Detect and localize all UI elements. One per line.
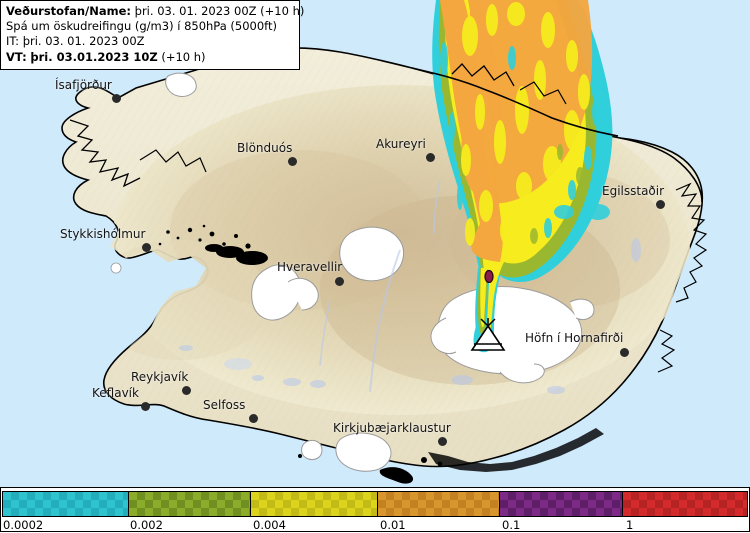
rivers-and-lakes — [179, 179, 641, 394]
ash-plume — [432, 0, 613, 353]
seg-0.0002[interactable] — [3, 492, 129, 516]
iceland-map-svg — [61, 0, 708, 484]
info-name-label: Veðurstofan/Name: — [6, 4, 131, 18]
info-vt-suffix: (+10 h) — [161, 49, 206, 64]
seg-0.1[interactable] — [499, 492, 624, 516]
glaciers — [110, 72, 595, 472]
legend-tick: 0.004 — [253, 518, 286, 532]
east-fjords-detail — [657, 182, 708, 373]
info-it-value: þri. 03. 01. 2023 00Z — [22, 34, 145, 49]
seg-0.01[interactable] — [377, 492, 500, 516]
legend-tick: 0.1 — [502, 518, 521, 532]
info-line-vt: VT: þri. 03.01.2023 10Z (+10 h) — [6, 50, 294, 65]
concentration-legend: 0.0002 0.002 0.004 0.01 0.1 1 — [0, 487, 750, 532]
info-line-subtitle: Spá um öskudreifingu (g/m3) í 850hPa (50… — [6, 19, 278, 34]
legend-tick: 0.0002 — [3, 518, 44, 532]
westfjords-region — [69, 119, 268, 265]
legend-tick: 1 — [626, 518, 634, 532]
legend-tick-labels: 0.0002 0.002 0.004 0.01 0.1 1 — [0, 518, 750, 533]
seg-0.004[interactable] — [251, 492, 378, 516]
volcano-icon — [468, 318, 508, 354]
info-it-label: IT: — [6, 34, 20, 49]
info-line-name: Veðurstofan/Name: þri. 03. 01. 2023 00Z … — [6, 4, 304, 19]
forecast-map[interactable]: Ísafjörður Blönduós Akureyri Egilsstaðir Sty… — [0, 0, 750, 487]
legend-color-bar[interactable] — [2, 491, 748, 517]
info-line-it: IT: þri. 03. 01. 2023 00Z — [6, 34, 294, 49]
legend-tick: 0.01 — [380, 518, 406, 532]
seg-1[interactable] — [623, 492, 747, 516]
info-vt-value: þri. 03.01.2023 10Z — [30, 49, 158, 64]
legend-tick: 0.002 — [130, 518, 163, 532]
seg-0.002[interactable] — [128, 492, 252, 516]
forecast-info-box: Veðurstofan/Name: þri. 03. 01. 2023 00Z … — [0, 0, 304, 70]
eruption-vent-marker — [484, 268, 494, 284]
south-coast-detail — [298, 428, 604, 484]
coastline-overlay — [411, 63, 703, 203]
info-vt-label: VT: — [6, 49, 27, 64]
info-name-value: þri. 03. 01. 2023 00Z (+10 h) — [134, 4, 305, 18]
